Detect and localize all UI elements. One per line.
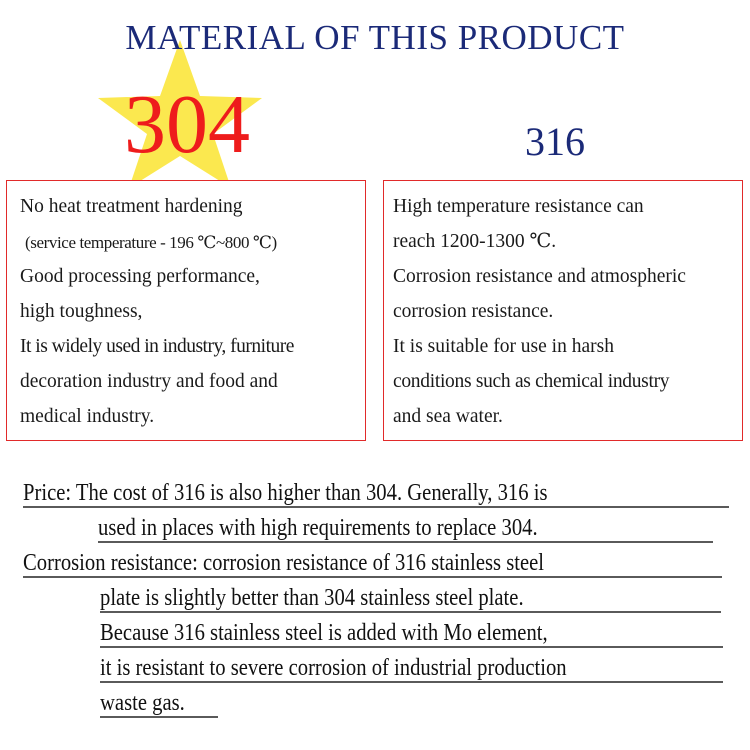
star-icon bbox=[98, 40, 262, 188]
underline bbox=[23, 576, 722, 578]
property-line: It is suitable for use in harsh bbox=[393, 336, 614, 357]
grade-304-properties-box: No heat treatment hardening (service tem… bbox=[6, 180, 366, 441]
property-line: and sea water. bbox=[393, 406, 503, 427]
property-line: Good processing performance, bbox=[20, 266, 260, 287]
property-line: corrosion resistance. bbox=[393, 301, 554, 322]
grade-304-label: 304 bbox=[124, 78, 250, 171]
underline bbox=[100, 681, 723, 683]
property-line: (service temperature - 196 ℃~800 ℃) bbox=[25, 233, 277, 252]
property-line: Corrosion resistance and atmospheric bbox=[393, 266, 686, 287]
property-line: medical industry. bbox=[20, 406, 155, 427]
note-line: Because 316 stainless steel is added wit… bbox=[100, 620, 548, 646]
note-line: waste gas. bbox=[100, 690, 185, 716]
grade-316-label: 316 bbox=[525, 119, 585, 164]
note-line: it is resistant to severe corrosion of i… bbox=[100, 655, 567, 681]
property-line: High temperature resistance can bbox=[393, 196, 644, 217]
property-line: No heat treatment hardening bbox=[20, 196, 243, 217]
underline bbox=[23, 506, 729, 508]
underline bbox=[100, 716, 218, 718]
property-line: reach 1200-1300 ℃. bbox=[393, 231, 557, 252]
underline bbox=[100, 646, 723, 648]
underline bbox=[100, 611, 721, 613]
note-line: Corrosion resistance: corrosion resistan… bbox=[23, 550, 545, 576]
property-line: high toughness, bbox=[20, 301, 143, 322]
note-line: Price: The cost of 316 is also higher th… bbox=[23, 480, 548, 506]
property-line: conditions such as chemical industry bbox=[393, 371, 670, 392]
note-line: used in places with high requirements to… bbox=[98, 515, 538, 541]
grade-316-properties-box: High temperature resistance can reach 12… bbox=[383, 180, 743, 441]
underline bbox=[98, 541, 713, 543]
note-line: plate is slightly better than 304 stainl… bbox=[100, 585, 524, 611]
page-title: MATERIAL OF THIS PRODUCT bbox=[125, 18, 625, 57]
property-line: decoration industry and food and bbox=[20, 371, 278, 392]
property-line: It is widely used in industry, furniture bbox=[20, 336, 294, 357]
